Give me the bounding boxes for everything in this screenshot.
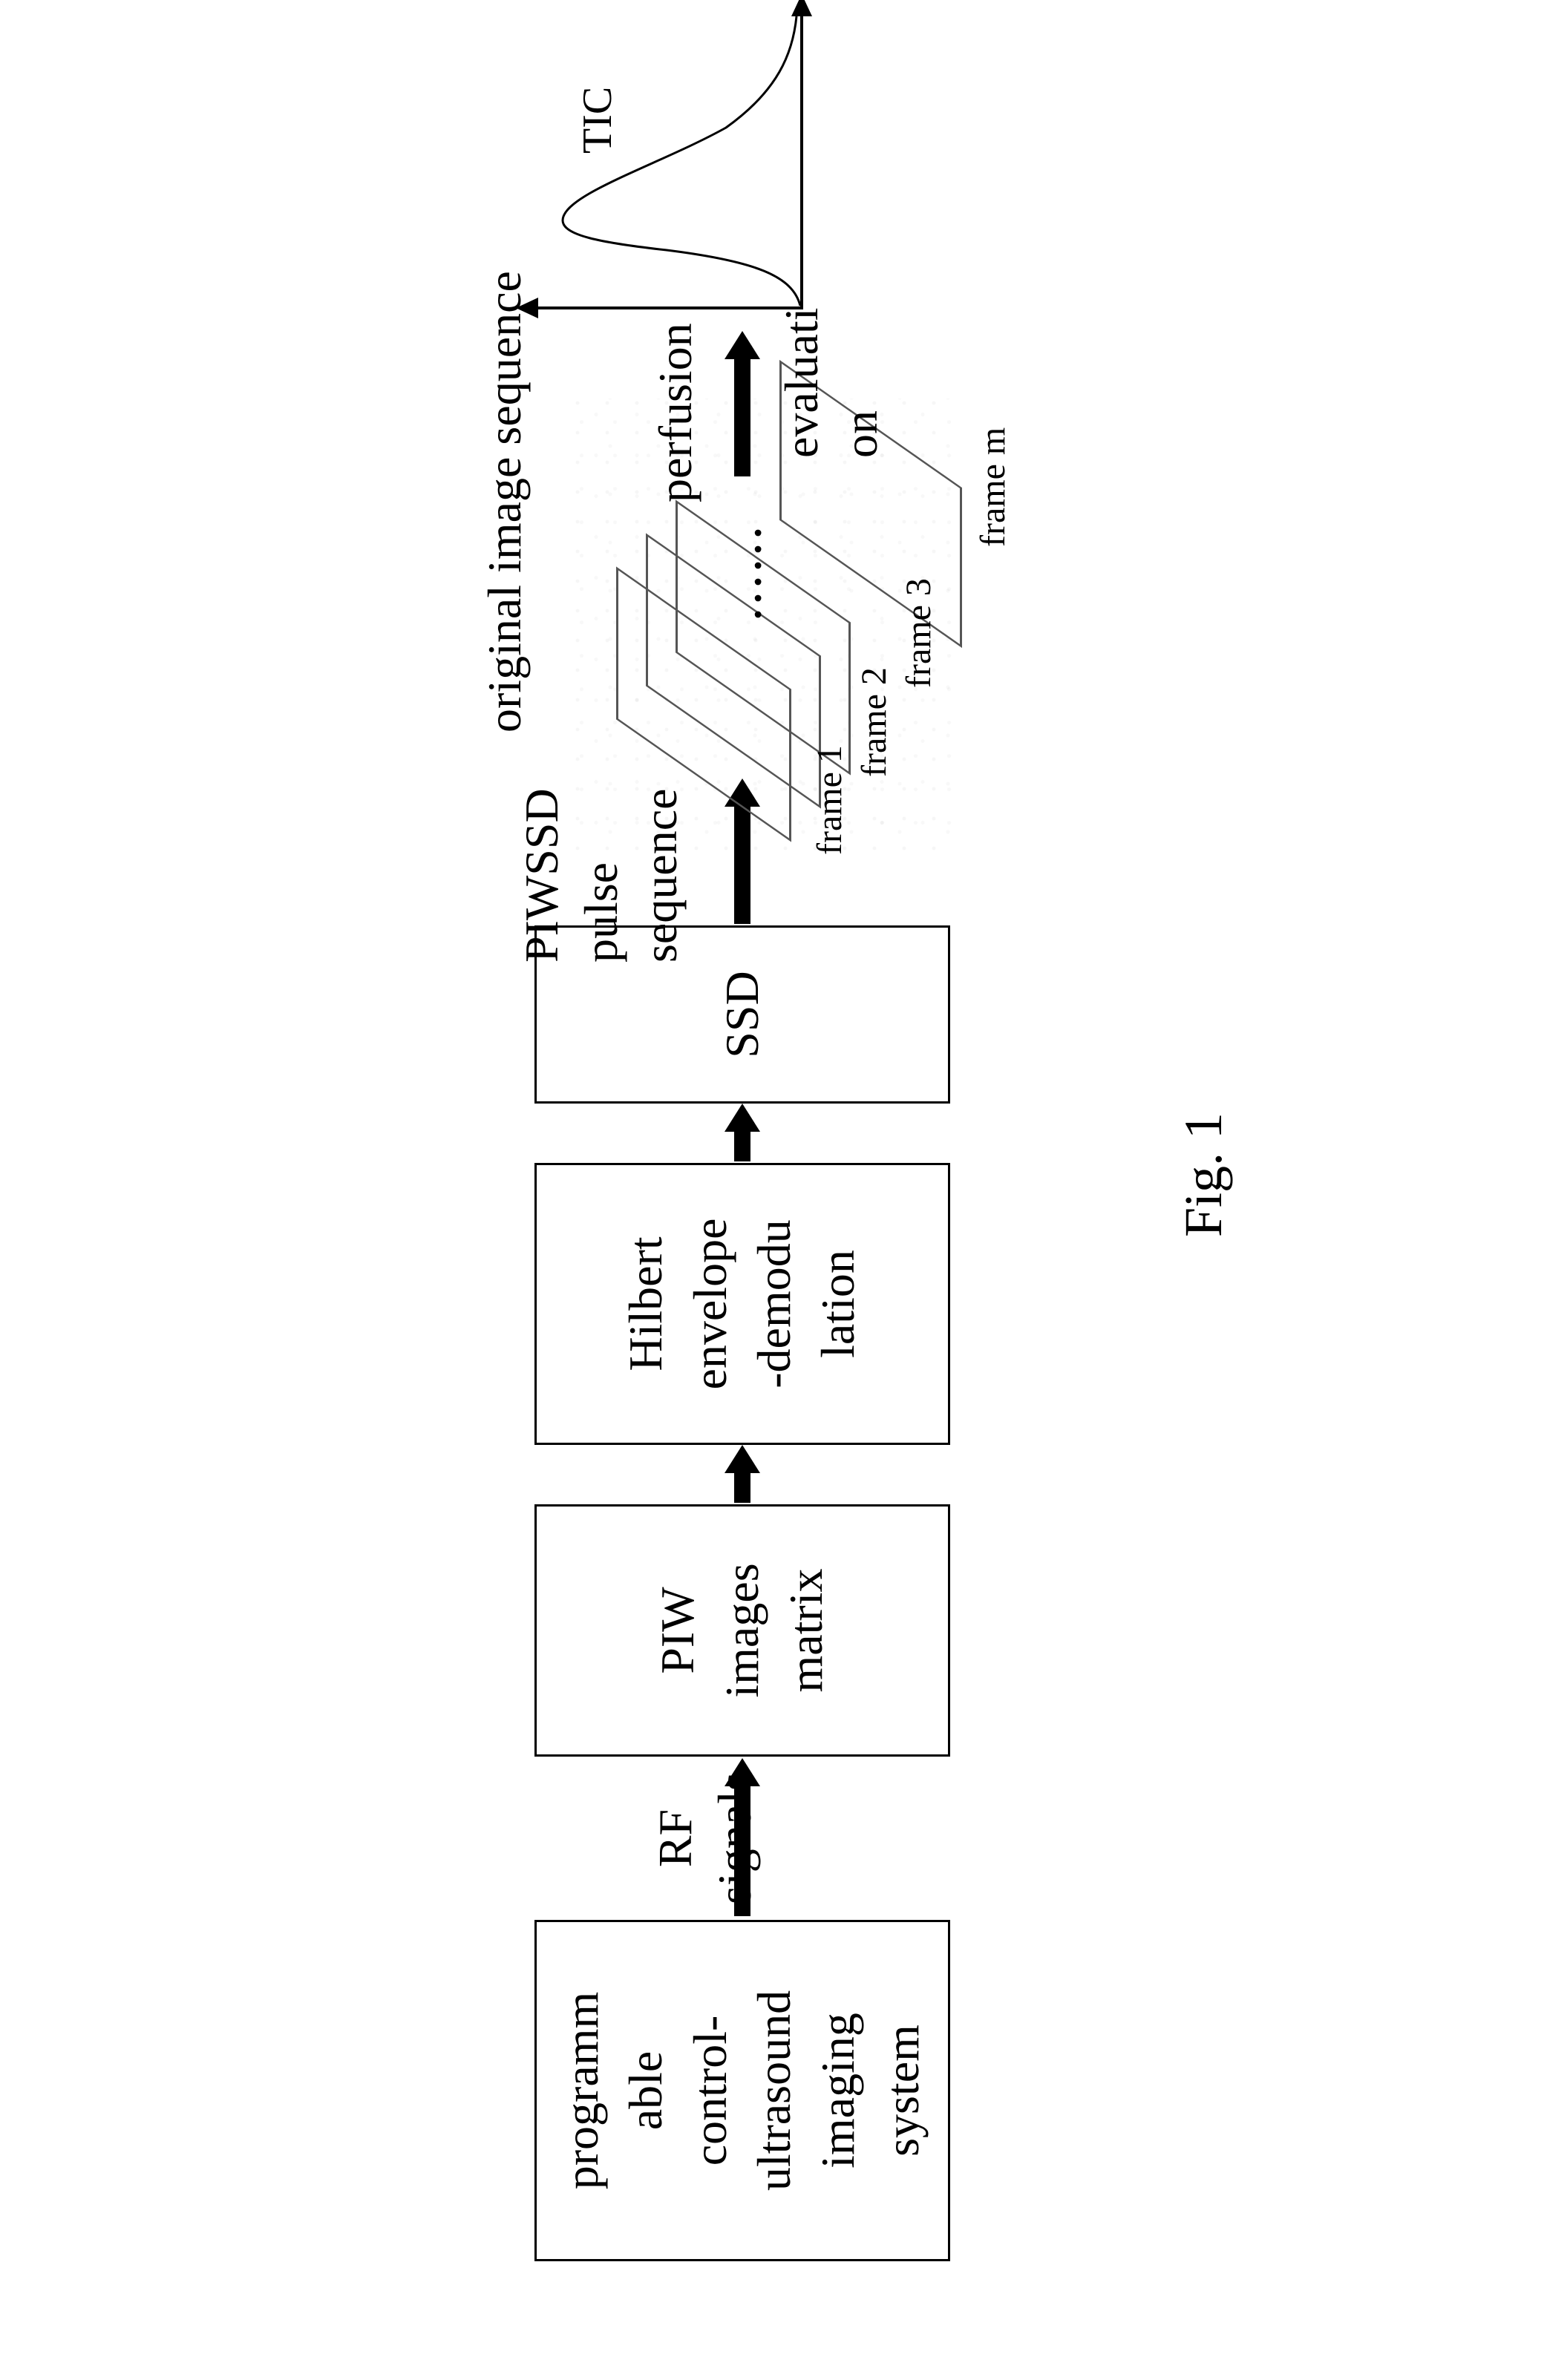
arrow-perfusion <box>734 358 750 476</box>
frames-ellipsis: ······ <box>735 523 781 621</box>
label-frame-3: frame 3 <box>898 578 939 688</box>
figure-label: Fig. 1 <box>1173 1112 1234 1237</box>
arrow-2-head <box>725 1445 760 1473</box>
arrow-perfusion-head <box>725 331 760 359</box>
box-programmable-system: programm able control- ultrasound imagin… <box>534 1920 950 2261</box>
box-hilbert-text: Hilbert envelope -demodu lation <box>606 1204 878 1405</box>
tic-curve <box>533 1 815 321</box>
box-piw-text: PIW images matrix <box>638 1548 846 1712</box>
label-frame-m: frame m <box>972 427 1013 547</box>
box-programmable-system-text: programm able control- ultrasound imagin… <box>543 1976 942 2206</box>
label-perfusion: perfusion <box>646 309 705 502</box>
box-hilbert: Hilbert envelope -demodu lation <box>534 1163 950 1445</box>
arrow-3 <box>734 1130 750 1161</box>
box-piw-images-matrix: PIW images matrix <box>534 1504 950 1757</box>
label-frame-1: frame 1 <box>809 745 850 855</box>
label-frame-2: frame 2 <box>854 667 894 777</box>
label-rf-signals: RF signals <box>646 1771 765 1905</box>
arrow-2 <box>734 1472 750 1503</box>
box-ssd-text: SSD <box>703 956 782 1072</box>
tic-curve-path <box>563 16 800 306</box>
label-original-image-sequence: original image sequence <box>475 198 534 732</box>
arrow-3-head <box>725 1104 760 1132</box>
